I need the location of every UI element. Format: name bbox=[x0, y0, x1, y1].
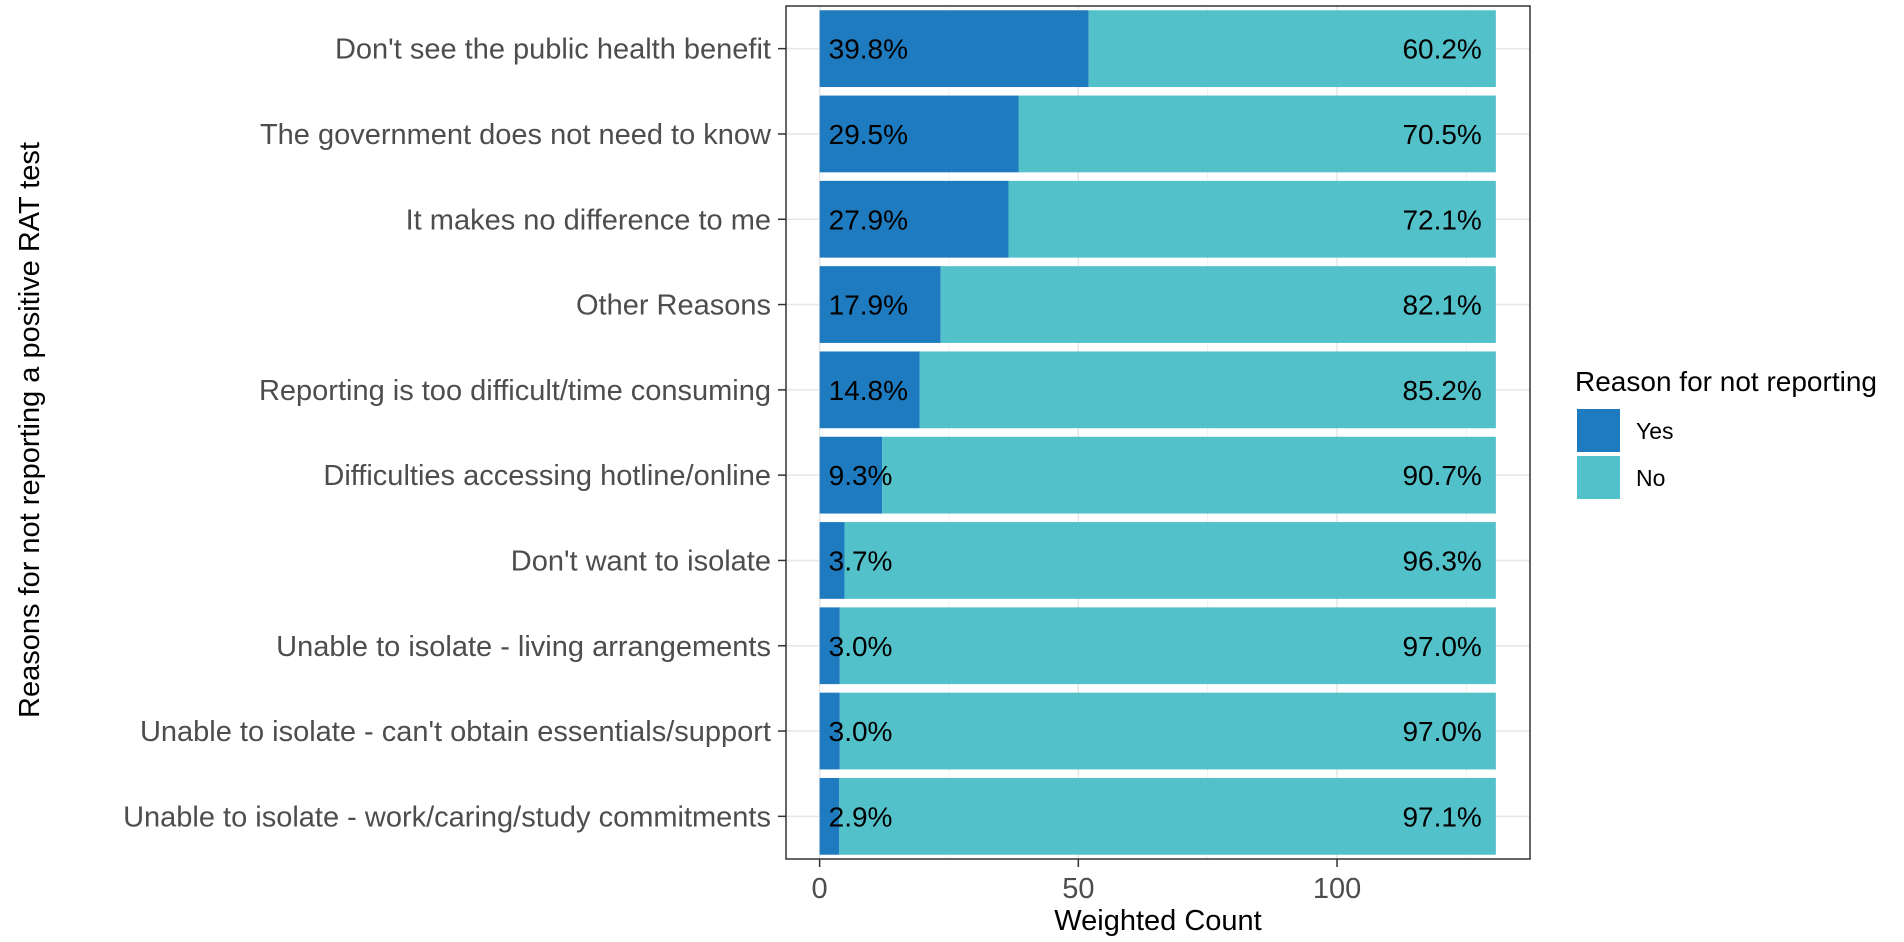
data-label-yes: 17.9% bbox=[829, 290, 908, 321]
bar-no-5 bbox=[919, 351, 1496, 429]
x-tick-label: 50 bbox=[1062, 873, 1094, 905]
data-label-yes: 2.9% bbox=[829, 801, 893, 832]
bar-yes-4 bbox=[819, 266, 941, 343]
data-label-yes: 3.0% bbox=[829, 631, 893, 662]
bar-no-10 bbox=[839, 777, 1496, 855]
x-axis-title: Weighted Count bbox=[1054, 905, 1261, 937]
legend-title: Reason for not reporting bbox=[1575, 366, 1877, 397]
data-label-yes: 27.9% bbox=[829, 204, 908, 235]
data-label-no: 82.1% bbox=[1402, 290, 1481, 321]
x-tick-label: 0 bbox=[812, 873, 828, 905]
plot-panel-border bbox=[785, 5, 1531, 860]
data-labels: 39.8% 60.2% 29.5% 70.5% 27.9% 72.1% 17.9% 82.1%… bbox=[829, 34, 1482, 833]
bar-no-8 bbox=[839, 607, 1496, 685]
bar-yes-6 bbox=[819, 436, 883, 514]
bar-no-4 bbox=[940, 266, 1496, 343]
data-label-yes: 9.3% bbox=[829, 460, 893, 491]
y-tick-label: Unable to isolate - can't obtain essenti… bbox=[140, 716, 771, 748]
data-label-no: 70.5% bbox=[1402, 119, 1481, 150]
bar-yes-8 bbox=[819, 607, 840, 685]
data-label-yes: 14.8% bbox=[829, 375, 908, 406]
bar-no-1 bbox=[1088, 10, 1496, 88]
y-axis-title: Reasons for not reporting a positive RAT… bbox=[14, 142, 46, 718]
y-tick-label: Don't see the public health benefit bbox=[335, 34, 771, 66]
x-axis: 0 50 100 bbox=[812, 859, 1361, 905]
y-tick-label: The government does not need to know bbox=[260, 119, 772, 151]
bar-no-7 bbox=[844, 522, 1496, 599]
bar-no-6 bbox=[882, 436, 1496, 514]
y-axis: Don't see the public health benefit The g… bbox=[123, 34, 786, 833]
legend: Reason for not reporting Yes No bbox=[1575, 366, 1877, 499]
y-tick-label: Unable to isolate - work/caring/study co… bbox=[123, 801, 771, 833]
data-label-yes: 3.7% bbox=[829, 545, 893, 576]
bar-yes-5 bbox=[819, 351, 920, 429]
y-tick-label: Difficulties accessing hotline/online bbox=[323, 460, 771, 492]
data-label-yes: 29.5% bbox=[829, 119, 908, 150]
data-label-no: 90.7% bbox=[1402, 460, 1481, 491]
data-label-no: 97.0% bbox=[1402, 716, 1481, 747]
legend-label-no: No bbox=[1636, 465, 1665, 491]
data-label-no: 96.3% bbox=[1402, 545, 1481, 576]
legend-label-yes: Yes bbox=[1636, 418, 1674, 444]
bar-no-3 bbox=[1008, 180, 1496, 258]
bar-yes-1 bbox=[819, 10, 1089, 88]
bar-yes-2 bbox=[819, 95, 1019, 173]
data-label-no: 72.1% bbox=[1402, 204, 1481, 235]
data-label-yes: 3.0% bbox=[829, 716, 893, 747]
bar-yes-3 bbox=[819, 180, 1009, 258]
data-label-no: 97.1% bbox=[1402, 801, 1481, 832]
data-label-yes: 39.8% bbox=[829, 34, 908, 65]
y-tick-label: Don't want to isolate bbox=[511, 545, 771, 577]
y-tick-label: It makes no difference to me bbox=[406, 204, 771, 236]
data-label-no: 97.0% bbox=[1402, 631, 1481, 662]
bars bbox=[819, 10, 1496, 855]
bar-yes-7 bbox=[819, 522, 845, 599]
y-tick-label: Unable to isolate - living arrangements bbox=[276, 631, 771, 663]
bar-no-2 bbox=[1018, 95, 1496, 173]
x-tick-label: 100 bbox=[1313, 873, 1361, 905]
bar-no-9 bbox=[839, 692, 1496, 770]
y-tick-label: Other Reasons bbox=[576, 290, 771, 322]
y-tick-label: Reporting is too difficult/time consumin… bbox=[259, 375, 771, 407]
data-label-no: 85.2% bbox=[1402, 375, 1481, 406]
bar-yes-9 bbox=[819, 692, 840, 770]
data-label-no: 60.2% bbox=[1402, 34, 1481, 65]
legend-key-yes bbox=[1577, 409, 1620, 452]
bar-yes-10 bbox=[819, 777, 840, 855]
legend-key-no bbox=[1577, 456, 1620, 499]
